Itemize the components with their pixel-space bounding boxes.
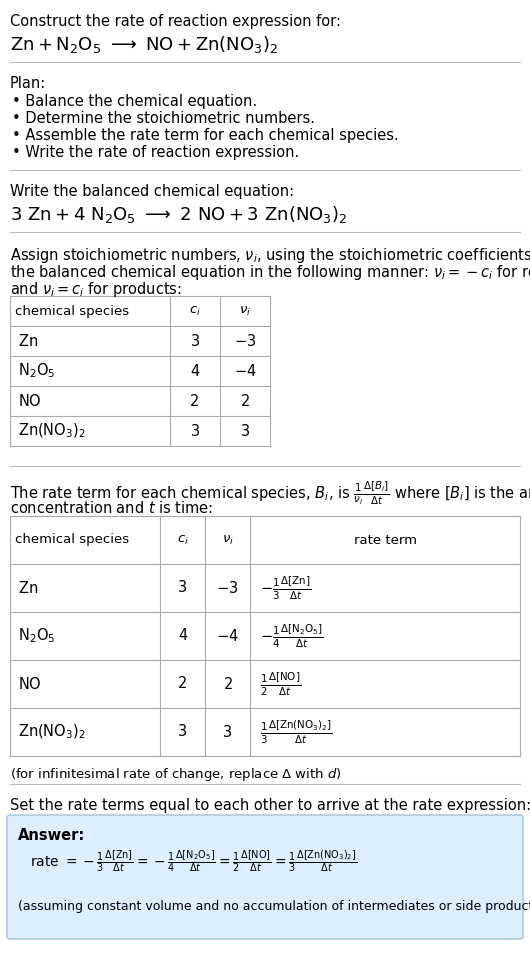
- Text: $2$: $2$: [223, 676, 233, 692]
- Text: $\nu_i$: $\nu_i$: [222, 534, 234, 547]
- Text: the balanced chemical equation in the following manner: $\nu_i = -c_i$ for react: the balanced chemical equation in the fo…: [10, 263, 530, 282]
- Text: $3$: $3$: [240, 423, 250, 439]
- Text: $2$: $2$: [240, 393, 250, 409]
- Text: $c_i$: $c_i$: [176, 534, 188, 547]
- Text: • Assemble the rate term for each chemical species.: • Assemble the rate term for each chemic…: [12, 128, 399, 143]
- Text: 3: 3: [190, 334, 200, 348]
- Text: (for infinitesimal rate of change, replace $\Delta$ with $d$): (for infinitesimal rate of change, repla…: [10, 766, 342, 783]
- Text: Plan:: Plan:: [10, 76, 46, 91]
- Text: $-\frac{1}{4}\frac{\Delta[\mathrm{N_2O_5}]}{\Delta t}$: $-\frac{1}{4}\frac{\Delta[\mathrm{N_2O_5…: [260, 623, 323, 650]
- Text: Assign stoichiometric numbers, $\nu_i$, using the stoichiometric coefficients, $: Assign stoichiometric numbers, $\nu_i$, …: [10, 246, 530, 265]
- Text: 3: 3: [178, 724, 187, 740]
- Text: 4: 4: [178, 629, 187, 643]
- Text: $\mathrm{Zn(NO_3)_2}$: $\mathrm{Zn(NO_3)_2}$: [18, 422, 86, 440]
- Text: $\mathrm{N_2O_5}$: $\mathrm{N_2O_5}$: [18, 362, 55, 381]
- Text: $3$: $3$: [223, 724, 233, 740]
- Text: $\mathregular{3\ Zn + 4\ N_2O_5 \ {\longrightarrow} \ 2\ NO + 3\ Zn(NO_3)_2}$: $\mathregular{3\ Zn + 4\ N_2O_5 \ {\long…: [10, 204, 347, 225]
- Text: • Write the rate of reaction expression.: • Write the rate of reaction expression.: [12, 145, 299, 160]
- Text: and $\nu_i = c_i$ for products:: and $\nu_i = c_i$ for products:: [10, 280, 182, 299]
- Text: $\frac{1}{2}\frac{\Delta[\mathrm{NO}]}{\Delta t}$: $\frac{1}{2}\frac{\Delta[\mathrm{NO}]}{\…: [260, 671, 301, 698]
- Text: $-3$: $-3$: [234, 333, 256, 349]
- Text: • Balance the chemical equation.: • Balance the chemical equation.: [12, 94, 257, 109]
- Text: Set the rate terms equal to each other to arrive at the rate expression:: Set the rate terms equal to each other t…: [10, 798, 530, 813]
- Text: $\mathrm{NO}$: $\mathrm{NO}$: [18, 676, 42, 692]
- Text: $\mathregular{Zn + N_2O_5 \ {\longrightarrow} \ NO + Zn(NO_3)_2}$: $\mathregular{Zn + N_2O_5 \ {\longrighta…: [10, 34, 278, 55]
- Text: 3: 3: [178, 581, 187, 595]
- Text: $\mathrm{NO}$: $\mathrm{NO}$: [18, 393, 42, 409]
- Text: $-\frac{1}{3}\frac{\Delta[\mathrm{Zn}]}{\Delta t}$: $-\frac{1}{3}\frac{\Delta[\mathrm{Zn}]}{…: [260, 574, 311, 602]
- Text: concentration and $t$ is time:: concentration and $t$ is time:: [10, 500, 213, 516]
- Text: Answer:: Answer:: [18, 828, 85, 843]
- Text: $c_i$: $c_i$: [189, 305, 201, 317]
- Text: $\nu_i$: $\nu_i$: [239, 305, 251, 317]
- Text: rate term: rate term: [354, 534, 417, 547]
- Text: $-4$: $-4$: [216, 628, 239, 644]
- Text: chemical species: chemical species: [15, 534, 129, 547]
- Text: • Determine the stoichiometric numbers.: • Determine the stoichiometric numbers.: [12, 111, 315, 126]
- Text: $-4$: $-4$: [234, 363, 257, 379]
- Text: 2: 2: [178, 676, 187, 692]
- Text: 4: 4: [190, 363, 200, 379]
- Text: $-3$: $-3$: [216, 580, 238, 596]
- Text: 2: 2: [190, 393, 200, 409]
- Text: 3: 3: [190, 424, 200, 438]
- Text: $\frac{1}{3}\frac{\Delta[\mathrm{Zn(NO_3)_2}]}{\Delta t}$: $\frac{1}{3}\frac{\Delta[\mathrm{Zn(NO_3…: [260, 718, 332, 746]
- Text: (assuming constant volume and no accumulation of intermediates or side products): (assuming constant volume and no accumul…: [18, 900, 530, 913]
- Text: Write the balanced chemical equation:: Write the balanced chemical equation:: [10, 184, 294, 199]
- Text: $\mathrm{Zn}$: $\mathrm{Zn}$: [18, 333, 38, 349]
- Text: $\mathrm{Zn(NO_3)_2}$: $\mathrm{Zn(NO_3)_2}$: [18, 723, 86, 741]
- Text: $\mathrm{N_2O_5}$: $\mathrm{N_2O_5}$: [18, 627, 55, 645]
- Text: chemical species: chemical species: [15, 305, 129, 317]
- Text: Construct the rate of reaction expression for:: Construct the rate of reaction expressio…: [10, 14, 341, 29]
- Text: rate $= -\frac{1}{3}\frac{\Delta[\mathrm{Zn}]}{\Delta t} = -\frac{1}{4}\frac{\De: rate $= -\frac{1}{3}\frac{\Delta[\mathrm…: [30, 848, 357, 874]
- Text: $\mathrm{Zn}$: $\mathrm{Zn}$: [18, 580, 38, 596]
- Text: The rate term for each chemical species, $B_i$, is $\frac{1}{\nu_i}\frac{\Delta[: The rate term for each chemical species,…: [10, 480, 530, 508]
- FancyBboxPatch shape: [7, 815, 523, 939]
